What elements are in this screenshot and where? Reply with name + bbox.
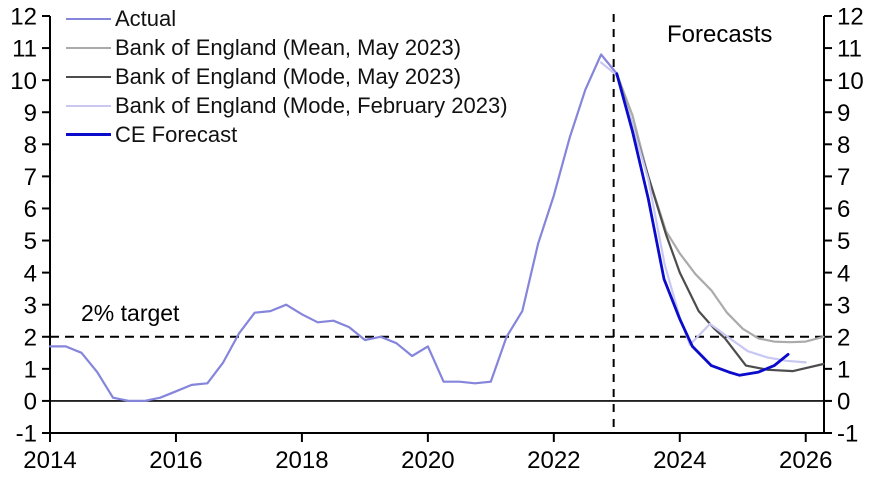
forecasts-annotation: Forecasts bbox=[667, 21, 773, 48]
y-axis-tick-label-right: 3 bbox=[837, 292, 850, 319]
x-axis-tick-label: 2014 bbox=[23, 447, 76, 474]
y-axis-tick-label-left: 1 bbox=[24, 356, 37, 383]
legend-label: Bank of England (Mode, February 2023) bbox=[115, 92, 508, 118]
legend-item: Bank of England (Mean, May 2023) bbox=[66, 33, 508, 62]
y-axis-tick-label-left: 2 bbox=[24, 324, 37, 351]
legend-item: Actual bbox=[66, 4, 508, 33]
legend-item: CE Forecast bbox=[66, 120, 508, 149]
y-axis-tick-label-right: 2 bbox=[837, 324, 850, 351]
legend-item: Bank of England (Mode, February 2023) bbox=[66, 91, 508, 120]
y-axis-tick-label-left: 11 bbox=[12, 36, 37, 63]
series-line-bank-of-england-mean-may-2023 bbox=[615, 72, 825, 344]
y-axis-tick-label-left: 5 bbox=[24, 228, 37, 255]
y-axis-tick-label-right: 9 bbox=[837, 100, 850, 127]
x-axis-tick-label: 2022 bbox=[527, 447, 580, 474]
x-axis-tick-label: 2016 bbox=[149, 447, 202, 474]
y-axis-tick-label-left: -1 bbox=[16, 421, 37, 448]
y-axis-tick-label-right: 11 bbox=[837, 36, 862, 63]
y-axis-tick-label-right: 0 bbox=[837, 389, 850, 416]
y-axis-tick-label-right: 10 bbox=[837, 68, 864, 95]
y-axis-tick-label-right: 8 bbox=[837, 132, 850, 159]
legend-item: Bank of England (Mode, May 2023) bbox=[66, 62, 508, 91]
y-axis-tick-label-left: 3 bbox=[24, 292, 37, 319]
target-annotation: 2% target bbox=[81, 300, 180, 326]
y-axis-tick-label-left: 4 bbox=[24, 260, 37, 287]
y-axis-tick-label-left: 12 bbox=[10, 4, 37, 31]
legend-swatch bbox=[66, 133, 111, 136]
legend-swatch bbox=[66, 104, 111, 107]
x-axis-tick-label: 2020 bbox=[401, 447, 454, 474]
legend-label: Actual bbox=[115, 5, 177, 31]
legend-label: Bank of England (Mode, May 2023) bbox=[115, 63, 462, 89]
series-line-actual bbox=[48, 53, 618, 402]
y-axis-tick-label-right: 4 bbox=[837, 260, 850, 287]
y-axis-tick-label-left: 7 bbox=[24, 164, 37, 191]
y-axis-tick-label-right: 5 bbox=[837, 228, 850, 255]
series-line-bank-of-england-mode-february-2023 bbox=[599, 61, 807, 364]
x-axis-tick-label: 2026 bbox=[779, 447, 832, 474]
y-axis-tick-label-left: 9 bbox=[24, 100, 37, 127]
y-axis-tick-label-left: 6 bbox=[24, 196, 37, 223]
y-axis-tick-label-right: 1 bbox=[837, 356, 850, 383]
legend-swatch bbox=[66, 17, 111, 20]
series-line-bank-of-england-mode-may-2023 bbox=[615, 72, 825, 373]
chart-legend: Actual Bank of England (Mean, May 2023) Ba… bbox=[66, 4, 508, 149]
y-axis-tick-label-left: 10 bbox=[10, 68, 37, 95]
y-axis-tick-label-right: 7 bbox=[837, 164, 850, 191]
series-line-ce-forecast bbox=[615, 72, 790, 377]
y-axis-tick-label-right: 12 bbox=[837, 4, 864, 31]
y-axis-tick-label-right: 6 bbox=[837, 196, 850, 223]
legend-swatch bbox=[66, 46, 111, 49]
legend-label: CE Forecast bbox=[115, 121, 238, 147]
y-axis-tick-label-right: -1 bbox=[837, 421, 858, 448]
y-axis-tick-label-left: 8 bbox=[24, 132, 37, 159]
legend-swatch bbox=[66, 75, 111, 78]
legend-label: Bank of England (Mean, May 2023) bbox=[115, 34, 462, 60]
x-axis-tick-label: 2018 bbox=[275, 447, 328, 474]
x-axis-tick-label: 2024 bbox=[653, 447, 706, 474]
y-axis-tick-label-left: 0 bbox=[24, 389, 37, 416]
